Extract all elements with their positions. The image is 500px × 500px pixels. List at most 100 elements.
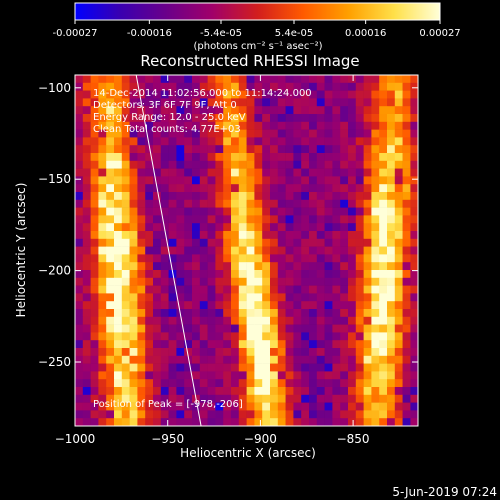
heatmap-cell — [121, 106, 130, 115]
heatmap-cell — [215, 176, 224, 185]
heatmap-cell — [332, 394, 341, 403]
heatmap-cell — [246, 160, 255, 169]
heatmap-cell — [410, 106, 418, 115]
heatmap-cell — [363, 418, 372, 426]
heatmap-cell — [199, 129, 208, 138]
heatmap-cell — [137, 129, 146, 138]
heatmap-cell — [231, 160, 240, 169]
heatmap-cell — [348, 246, 357, 255]
heatmap-cell — [176, 238, 185, 247]
heatmap-cell — [363, 160, 372, 169]
heatmap-cell — [301, 402, 310, 411]
heatmap-cell — [121, 223, 130, 232]
heatmap-cell — [231, 309, 240, 318]
heatmap-cell — [402, 238, 411, 247]
heatmap-cell — [98, 254, 107, 263]
heatmap-cell — [340, 199, 349, 208]
heatmap-cell — [114, 301, 123, 310]
heatmap-cell — [121, 82, 130, 91]
heatmap-cell — [355, 293, 364, 302]
heatmap-cell — [106, 246, 115, 255]
heatmap-cell — [254, 98, 263, 107]
heatmap-cell — [387, 324, 396, 333]
heatmap-cell — [82, 270, 91, 279]
heatmap-cell — [192, 410, 201, 419]
heatmap-cell — [82, 145, 91, 154]
heatmap-cell — [121, 371, 130, 380]
heatmap-cell — [145, 285, 154, 294]
heatmap-cell — [121, 129, 130, 138]
heatmap-cell — [371, 394, 380, 403]
heatmap-cell — [332, 301, 341, 310]
heatmap-cell — [262, 371, 271, 380]
heatmap-cell — [75, 215, 84, 224]
heatmap-cell — [121, 270, 130, 279]
heatmap-cell — [114, 207, 123, 216]
heatmap-cell — [410, 355, 418, 364]
heatmap-cell — [82, 176, 91, 185]
heatmap-cell — [316, 379, 325, 388]
heatmap-cell — [246, 231, 255, 240]
heatmap-cell — [82, 402, 91, 411]
heatmap-cell — [254, 121, 263, 130]
heatmap-cell — [90, 394, 99, 403]
heatmap-cell — [137, 402, 146, 411]
heatmap-cell — [371, 285, 380, 294]
heatmap-cell — [316, 199, 325, 208]
heatmap-cell — [160, 355, 169, 364]
heatmap-cell — [129, 410, 138, 419]
heatmap-cell — [238, 301, 247, 310]
heatmap-cell — [379, 176, 388, 185]
heatmap-cell — [363, 348, 372, 357]
axes: −1000 −950 −900 −850−100−150−200−250 — [38, 75, 418, 446]
heatmap-cell — [309, 316, 318, 325]
heatmap-cell — [137, 387, 146, 396]
heatmap-cell — [192, 238, 201, 247]
heatmap-cell — [121, 293, 130, 302]
heatmap-cell — [270, 316, 279, 325]
heatmap-cell — [340, 145, 349, 154]
heatmap-cell — [309, 418, 318, 426]
heatmap-cell — [394, 394, 403, 403]
heatmap-cell — [262, 231, 271, 240]
heatmap-cell — [98, 262, 107, 271]
heatmap-cell — [410, 184, 418, 193]
heatmap-cell — [106, 363, 115, 372]
heatmap-cell — [192, 418, 201, 426]
heatmap-cell — [168, 176, 177, 185]
heatmap-cell — [262, 418, 271, 426]
heatmap-cell — [371, 231, 380, 240]
heatmap-cell — [332, 207, 341, 216]
heatmap-cell — [90, 348, 99, 357]
heatmap-cell — [137, 82, 146, 91]
heatmap-cell — [387, 246, 396, 255]
heatmap-cell — [106, 137, 115, 146]
heatmap-cell — [301, 363, 310, 372]
colorbar-units: (photons cm⁻² s⁻¹ asec⁻²) — [193, 41, 322, 52]
heatmap-cell — [270, 410, 279, 419]
heatmap-cell — [410, 340, 418, 349]
colorbar-tick-label: 0.00016 — [345, 28, 386, 39]
heatmap-cell — [129, 129, 138, 138]
heatmap-cell — [231, 114, 240, 123]
heatmap-cell — [355, 90, 364, 99]
heatmap-cell — [379, 184, 388, 193]
heatmap-cell — [332, 184, 341, 193]
heatmap-cell — [246, 246, 255, 255]
heatmap-cell — [184, 402, 193, 411]
heatmap-cell — [324, 231, 333, 240]
heatmap-cell — [402, 379, 411, 388]
heatmap-cell — [199, 254, 208, 263]
heatmap-cell — [192, 192, 201, 201]
heatmap-cell — [371, 238, 380, 247]
heatmap-cell — [184, 309, 193, 318]
heatmap-cell — [215, 215, 224, 224]
heatmap-cell — [168, 340, 177, 349]
heatmap-cell — [184, 332, 193, 341]
heatmap-cell — [223, 348, 232, 357]
heatmap-cell — [324, 75, 333, 84]
heatmap-cell — [293, 332, 302, 341]
heatmap-cell — [285, 199, 294, 208]
heatmap-cell — [168, 90, 177, 99]
heatmap-cell — [207, 316, 216, 325]
